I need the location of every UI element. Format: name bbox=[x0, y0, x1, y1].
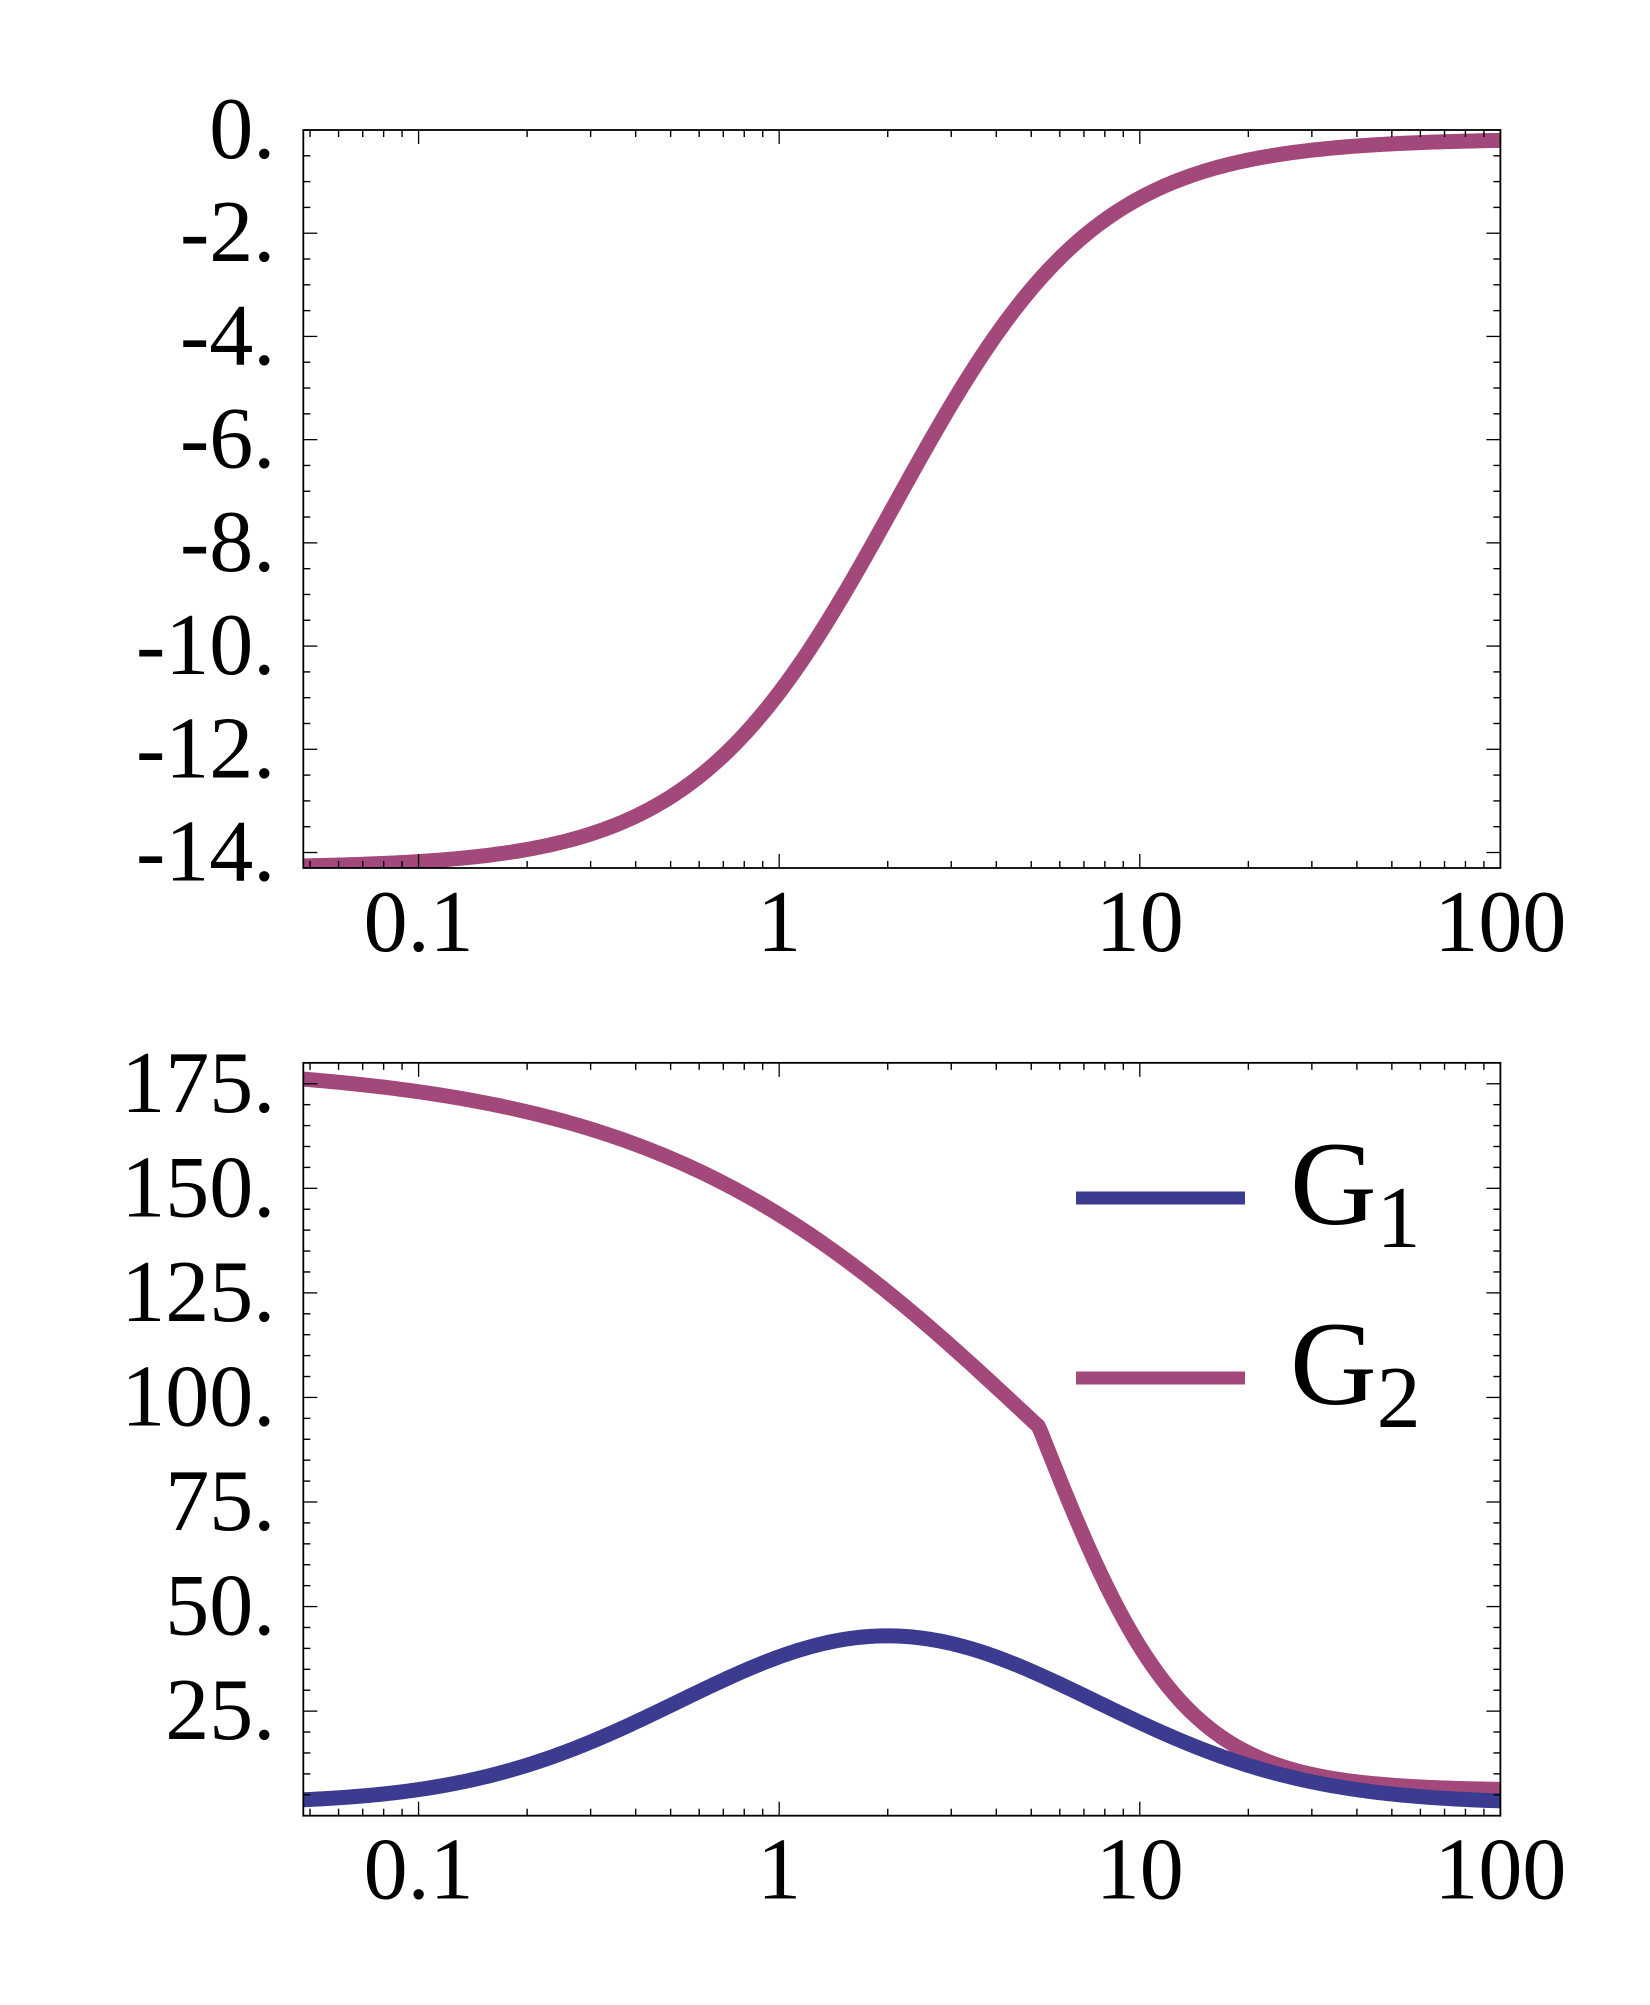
svg-text:0.1: 0.1 bbox=[364, 874, 474, 971]
svg-text:10: 10 bbox=[1096, 1822, 1184, 1919]
svg-text:100.: 100. bbox=[121, 1348, 275, 1445]
svg-text:-10.: -10. bbox=[136, 597, 275, 694]
svg-text:0.: 0. bbox=[209, 81, 275, 178]
svg-text:150.: 150. bbox=[121, 1139, 275, 1236]
svg-text:25.: 25. bbox=[165, 1662, 275, 1759]
svg-text:100: 100 bbox=[1434, 874, 1566, 971]
svg-text:175.: 175. bbox=[121, 1035, 275, 1132]
svg-text:1: 1 bbox=[757, 874, 801, 971]
svg-text:50.: 50. bbox=[165, 1558, 275, 1655]
svg-text:10: 10 bbox=[1096, 874, 1184, 971]
svg-text:1: 1 bbox=[757, 1822, 801, 1919]
svg-text:-8.: -8. bbox=[180, 494, 275, 591]
svg-text:-12.: -12. bbox=[136, 700, 275, 797]
svg-text:-14.: -14. bbox=[136, 804, 275, 901]
svg-text:0.1: 0.1 bbox=[364, 1822, 474, 1919]
svg-text:-2.: -2. bbox=[180, 184, 275, 281]
svg-text:125.: 125. bbox=[121, 1244, 275, 1341]
svg-text:100: 100 bbox=[1434, 1822, 1566, 1919]
svg-text:75.: 75. bbox=[165, 1453, 275, 1550]
svg-text:-4.: -4. bbox=[180, 287, 275, 384]
svg-text:-6.: -6. bbox=[180, 391, 275, 488]
